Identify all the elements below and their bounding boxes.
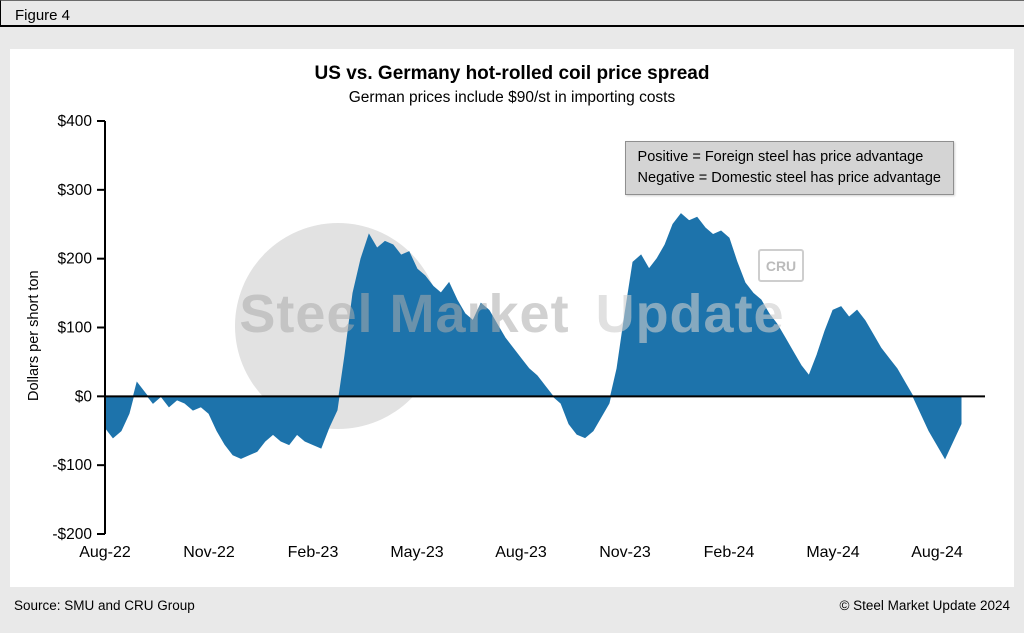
svg-text:May-24: May-24 xyxy=(806,544,859,561)
footer-source: Source: SMU and CRU Group xyxy=(14,598,195,613)
footer-copyright: © Steel Market Update 2024 xyxy=(839,598,1010,613)
svg-text:Aug-23: Aug-23 xyxy=(495,544,547,561)
chart-title: US vs. Germany hot-rolled coil price spr… xyxy=(314,63,710,84)
chart-subtitle: German prices include $90/st in importin… xyxy=(348,89,676,106)
svg-text:Aug-24: Aug-24 xyxy=(911,544,963,561)
svg-text:$400: $400 xyxy=(58,113,93,130)
svg-text:$300: $300 xyxy=(58,182,93,199)
figure-label: Figure 4 xyxy=(15,7,71,24)
svg-text:Aug-22: Aug-22 xyxy=(79,544,131,561)
svg-text:$100: $100 xyxy=(58,320,93,337)
figure-header: Figure 4 xyxy=(0,0,1024,27)
annotation-positive: Positive = Foreign steel has price advan… xyxy=(637,149,924,165)
chart-area: $400 $300 $200 $100 $0 -$100 -$200 Aug-22 Nov-22… xyxy=(10,111,1014,573)
svg-text:Feb-23: Feb-23 xyxy=(288,544,339,561)
y-axis-label: Dollars per short ton xyxy=(26,270,42,402)
legend-annotation-box: Positive = Foreign steel has price advan… xyxy=(624,141,954,195)
svg-text:$200: $200 xyxy=(58,251,93,268)
svg-text:-$200: -$200 xyxy=(52,526,92,543)
footer: Source: SMU and CRU Group © Steel Market… xyxy=(0,587,1024,613)
svg-text:$0: $0 xyxy=(75,388,93,405)
svg-text:Feb-24: Feb-24 xyxy=(704,544,755,561)
svg-text:Nov-23: Nov-23 xyxy=(599,544,651,561)
svg-text:-$100: -$100 xyxy=(52,457,92,474)
chart-panel: US vs. Germany hot-rolled coil price spr… xyxy=(10,49,1014,587)
svg-text:Nov-22: Nov-22 xyxy=(183,544,235,561)
svg-text:May-23: May-23 xyxy=(390,544,443,561)
annotation-negative: Negative = Domestic steel has price adva… xyxy=(637,170,941,186)
